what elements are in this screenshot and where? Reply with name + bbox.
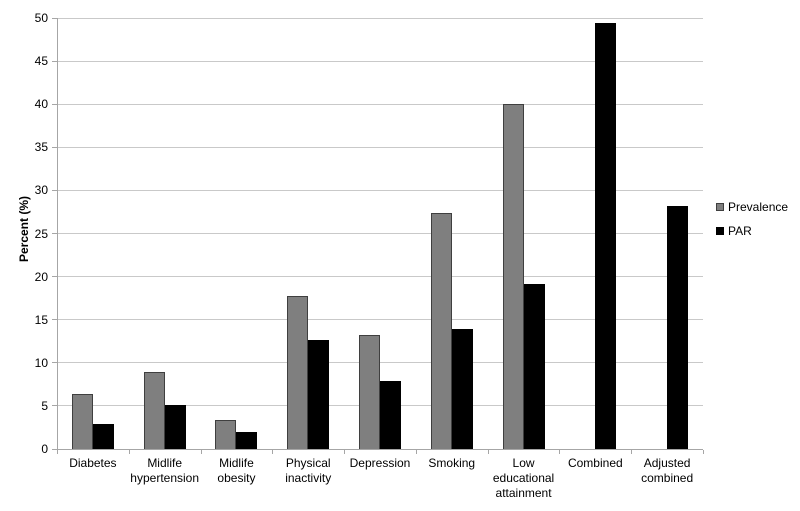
gridline xyxy=(57,17,703,19)
bar-prevalence-low-educational-attainment xyxy=(502,104,524,449)
bar-prevalence-smoking xyxy=(430,212,452,449)
y-axis-tick xyxy=(52,146,57,148)
y-axis-tick-label: 25 xyxy=(34,226,48,241)
bar-prevalence-physical-inactivity xyxy=(287,296,309,449)
gridline xyxy=(57,146,703,148)
legend: Prevalence PAR xyxy=(716,200,788,238)
y-axis-tick xyxy=(52,17,57,19)
x-axis-tick xyxy=(128,450,130,454)
gridline xyxy=(57,233,703,234)
y-axis-tick-label: 30 xyxy=(34,183,48,198)
x-axis-tick xyxy=(631,450,633,454)
bar-par-adjusted-combined xyxy=(667,205,689,449)
gridline xyxy=(57,189,703,191)
x-axis-category-label: Physical inactivity xyxy=(285,456,332,485)
bar-prevalence-midlife-hypertension xyxy=(143,372,165,449)
bar-par-diabetes xyxy=(92,424,114,449)
x-axis-tick xyxy=(57,450,58,454)
gridline xyxy=(57,276,703,278)
x-axis-tick xyxy=(703,450,704,454)
x-axis-tick xyxy=(272,450,274,454)
y-axis-tick xyxy=(52,405,57,407)
gridline xyxy=(57,60,703,62)
x-axis-category-label: Midlife hypertension xyxy=(130,456,200,485)
y-axis-line xyxy=(57,18,58,449)
y-axis-tick-label: 5 xyxy=(41,398,48,413)
x-axis-category-label: Low educational attainment xyxy=(492,456,555,500)
y-axis-tick-label: 35 xyxy=(34,140,48,155)
x-axis-category-label: Depression xyxy=(349,456,411,470)
x-axis-category-label: Midlife obesity xyxy=(217,456,256,485)
y-axis-tick xyxy=(52,362,57,364)
x-axis-tick xyxy=(200,450,202,454)
legend-item-par: PAR xyxy=(716,224,788,238)
gridline xyxy=(57,319,703,321)
y-axis-tick-label: 50 xyxy=(34,11,48,25)
gridline xyxy=(57,103,703,105)
legend-label: PAR xyxy=(728,224,752,238)
bar-par-combined xyxy=(595,23,617,449)
x-axis-tick xyxy=(559,450,561,454)
y-axis-tick xyxy=(52,276,57,278)
legend-swatch-prevalence xyxy=(716,203,724,211)
x-axis-tick xyxy=(344,450,346,454)
x-axis-line xyxy=(52,449,703,450)
bar-par-midlife-hypertension xyxy=(164,405,186,449)
gridline xyxy=(57,362,703,364)
bar-par-midlife-obesity xyxy=(236,431,258,449)
y-axis-tick-label: 15 xyxy=(34,312,48,327)
x-axis-category-label: Diabetes xyxy=(69,456,117,470)
y-axis-tick-label: 10 xyxy=(34,355,48,370)
x-axis-category-label: Adjusted combined xyxy=(641,456,694,485)
y-axis-tick xyxy=(52,319,57,321)
bar-prevalence-midlife-obesity xyxy=(215,419,237,449)
y-axis-tick xyxy=(52,60,57,62)
y-axis-tick xyxy=(52,103,57,105)
bar-par-physical-inactivity xyxy=(308,339,330,449)
bar-par-depression xyxy=(380,380,401,449)
bar-prevalence-depression xyxy=(359,335,380,449)
bar-par-smoking xyxy=(451,329,473,449)
bar-prevalence-diabetes xyxy=(71,393,93,449)
legend-label: Prevalence xyxy=(728,200,789,214)
y-axis-tick-label: 45 xyxy=(34,54,48,69)
y-axis-tick xyxy=(52,189,57,191)
x-axis-tick xyxy=(415,450,417,454)
y-axis-tick xyxy=(52,233,57,234)
legend-item-prevalence: Prevalence xyxy=(716,200,788,214)
y-axis-tick-label: 40 xyxy=(34,97,48,112)
y-axis-tick-label: 20 xyxy=(34,269,48,284)
x-axis-category-label: Smoking xyxy=(428,456,476,470)
legend-swatch-par xyxy=(716,227,724,235)
bar-par-low-educational-attainment xyxy=(523,284,545,449)
y-axis-tick-label: 0 xyxy=(41,442,48,456)
x-axis-tick xyxy=(487,450,489,454)
x-axis-category-label: Combined xyxy=(567,456,623,470)
